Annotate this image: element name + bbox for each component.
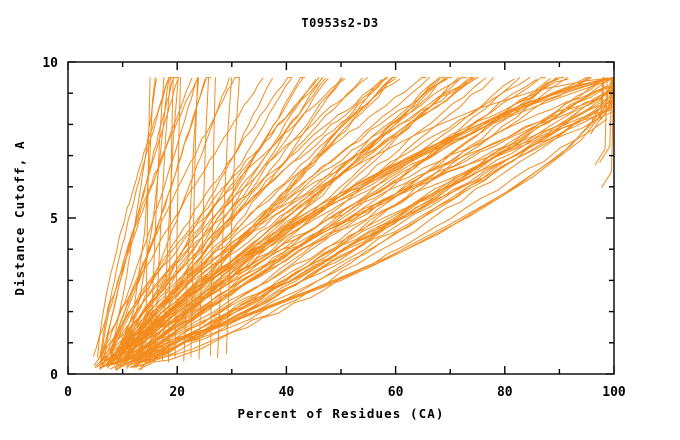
data-curve — [149, 77, 165, 366]
data-curve — [120, 77, 468, 365]
data-curve — [210, 77, 216, 356]
axis-tick-labels-group: 0 20 40 60 80 100 0 5 10 — [42, 56, 626, 400]
x-tick-label: 0 — [64, 385, 72, 400]
data-curve — [135, 77, 615, 359]
data-curves-group — [92, 77, 615, 372]
y-axis-title: Distance Cutoff, A — [12, 140, 27, 295]
data-curve — [100, 78, 198, 361]
y-tick-label: 5 — [50, 212, 58, 227]
data-curve — [129, 77, 568, 368]
data-curve — [99, 77, 179, 369]
data-curve — [126, 86, 615, 362]
data-curve — [594, 77, 608, 166]
y-tick-label: 0 — [50, 368, 58, 383]
x-tick-label: 60 — [388, 385, 404, 400]
x-tick-label: 100 — [602, 385, 626, 400]
data-curve — [601, 77, 615, 188]
data-curve — [128, 97, 604, 364]
x-tick-label: 80 — [497, 385, 513, 400]
data-curve — [128, 102, 607, 359]
data-curve — [153, 77, 171, 363]
data-curve — [135, 77, 615, 369]
data-curve — [174, 77, 182, 359]
y-tick-label: 10 — [42, 56, 58, 71]
data-curve — [94, 77, 615, 369]
x-tick-label: 40 — [279, 385, 295, 400]
data-curve — [99, 77, 174, 357]
data-curve — [111, 77, 615, 363]
data-curve — [130, 77, 615, 363]
data-curve — [132, 77, 531, 364]
data-curve — [107, 78, 346, 369]
data-curve — [132, 86, 613, 367]
data-curve — [590, 77, 604, 135]
page-title: T0953s2-D3 — [301, 16, 379, 30]
data-curve — [93, 78, 198, 366]
axis-ticks-group — [67, 61, 615, 375]
data-curve — [137, 77, 613, 360]
data-curve — [106, 77, 389, 367]
data-curve — [112, 77, 475, 359]
x-axis-title: Percent of Residues (CA) — [237, 406, 444, 421]
data-curve — [198, 77, 210, 360]
data-curve — [108, 77, 230, 365]
data-curve — [125, 77, 473, 357]
data-curve — [145, 77, 151, 364]
data-curve — [225, 77, 240, 355]
data-curve — [119, 77, 475, 367]
data-curve — [111, 77, 363, 358]
data-curve — [127, 97, 609, 364]
data-curve — [121, 78, 448, 367]
data-curve — [190, 77, 199, 358]
data-curve — [133, 77, 615, 368]
data-curve — [137, 118, 608, 370]
data-curve — [167, 77, 174, 363]
data-curve — [105, 86, 615, 367]
data-curve — [124, 78, 569, 361]
data-curve — [97, 77, 264, 361]
data-curve — [140, 87, 606, 368]
data-curve — [599, 77, 613, 163]
data-curve — [107, 77, 394, 368]
data-curve — [140, 77, 615, 371]
data-curve — [136, 77, 615, 356]
data-curve — [217, 77, 233, 359]
data-curve — [92, 77, 193, 357]
data-curve — [134, 85, 606, 368]
data-curve — [591, 77, 605, 121]
x-tick-label: 20 — [169, 385, 185, 400]
data-curve — [118, 77, 453, 361]
